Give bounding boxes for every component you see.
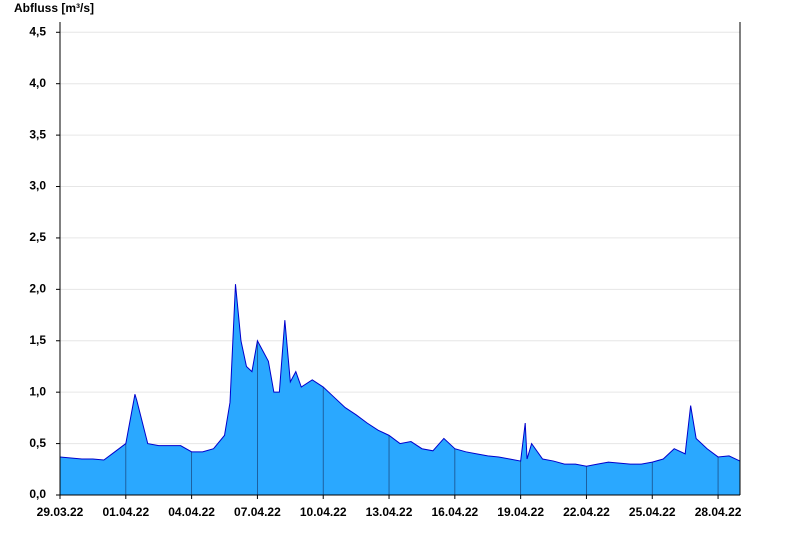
x-tick-label: 10.04.22 bbox=[300, 505, 347, 519]
chart-title: Abfluss [m³/s] bbox=[14, 1, 94, 15]
x-tick-label: 19.04.22 bbox=[497, 505, 544, 519]
x-tick-label: 16.04.22 bbox=[431, 505, 478, 519]
y-tick-label: 4,0 bbox=[29, 76, 46, 90]
y-tick-label: 0,0 bbox=[29, 487, 46, 501]
x-tick-label: 04.04.22 bbox=[168, 505, 215, 519]
x-tick-label: 13.04.22 bbox=[366, 505, 413, 519]
y-tick-label: 4,5 bbox=[29, 24, 46, 38]
x-tick-label: 25.04.22 bbox=[629, 505, 676, 519]
y-tick-label: 1,5 bbox=[29, 333, 46, 347]
y-tick-label: 0,5 bbox=[29, 436, 46, 450]
x-tick-label: 07.04.22 bbox=[234, 505, 281, 519]
line bbox=[59, 284, 741, 467]
y-tick-label: 1,0 bbox=[29, 384, 46, 398]
y-tick-label: 2,5 bbox=[29, 230, 46, 244]
x-tick-label: 01.04.22 bbox=[102, 505, 149, 519]
y-tick-label: 3,0 bbox=[29, 179, 46, 193]
x-tick-label: 29.03.22 bbox=[37, 505, 84, 519]
x-tick-label: 28.04.22 bbox=[695, 505, 742, 519]
y-tick-label: 3,5 bbox=[29, 127, 46, 141]
area bbox=[60, 284, 740, 495]
y-tick-label: 2,0 bbox=[29, 282, 46, 296]
x-tick-label: 22.04.22 bbox=[563, 505, 610, 519]
